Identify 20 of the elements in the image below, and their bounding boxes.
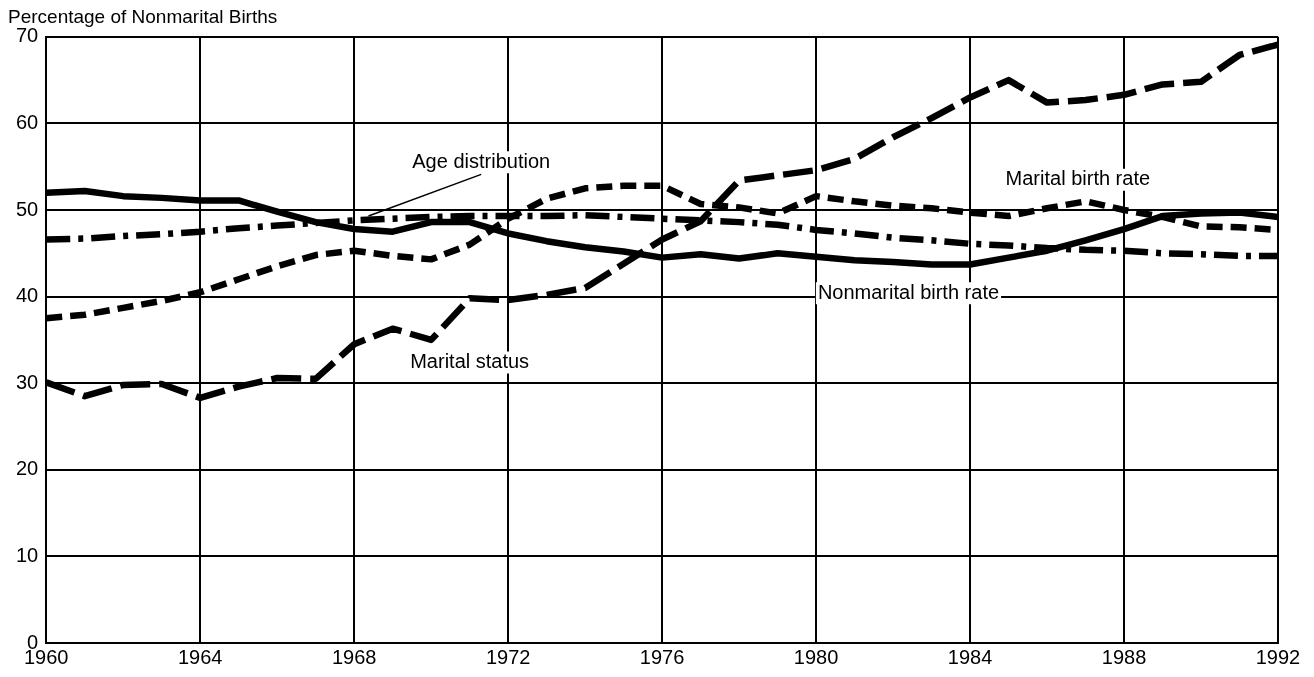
y-tick-label: 10 bbox=[16, 543, 39, 566]
x-tick-label: 1988 bbox=[1101, 645, 1147, 668]
series-label: Marital birth rate bbox=[1005, 167, 1151, 190]
text: Age distribution bbox=[412, 149, 551, 172]
y-tick-label: 50 bbox=[16, 197, 39, 220]
y-tick-label: 70 bbox=[16, 24, 39, 47]
x-tick-label: 1980 bbox=[793, 645, 839, 668]
x-tick-label: 1976 bbox=[639, 645, 685, 668]
y-tick-label: 60 bbox=[16, 110, 39, 133]
x-tick-label: 1984 bbox=[947, 645, 993, 668]
x-tick-label: 1964 bbox=[177, 645, 223, 668]
y-axis-title: Percentage of Nonmarital Births bbox=[8, 5, 278, 27]
x-tick-label: 1992 bbox=[1255, 645, 1301, 668]
y-tick-label: 40 bbox=[16, 284, 39, 307]
y-tick-label: 20 bbox=[16, 457, 39, 480]
y-tick-label: 30 bbox=[16, 370, 39, 393]
series-label: Marital status bbox=[410, 349, 530, 372]
x-tick-label: 1968 bbox=[331, 645, 377, 668]
x-tick-label: 1972 bbox=[485, 645, 531, 668]
series-label: Nonmarital birth rate bbox=[817, 280, 1000, 303]
